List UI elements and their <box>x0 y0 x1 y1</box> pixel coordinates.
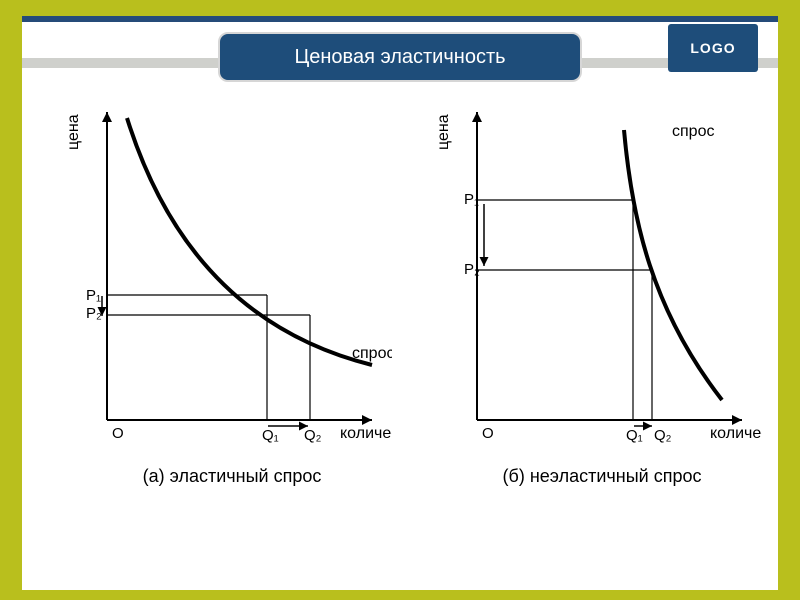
content-area: цена количество спрос O P₁ P₂ Q₁ Q₂ (а) … <box>22 100 778 590</box>
demand-curve <box>624 130 722 400</box>
p1-label: P₁ <box>464 191 479 208</box>
x-axis-label: количество <box>710 425 762 442</box>
q1-label: Q₁ <box>262 427 279 444</box>
panel-b-inelastic-demand: цена количество спрос O P₁ P₂ Q₁ Q₂ (б) … <box>422 100 762 500</box>
panel-b-caption: (б) неэластичный спрос <box>503 466 702 486</box>
p2-label: P₂ <box>86 305 102 322</box>
slide-stage: LOGO Ценовая эластичность <box>0 0 800 600</box>
p2-label: P₂ <box>464 261 480 278</box>
q1-label: Q₁ <box>626 427 643 444</box>
logo-badge: LOGO <box>668 24 758 72</box>
panel-b-svg: цена количество спрос O P₁ P₂ Q₁ Q₂ (б) … <box>422 100 762 500</box>
demand-curve <box>127 118 372 365</box>
panel-a-svg: цена количество спрос O P₁ P₂ Q₁ Q₂ (а) … <box>52 100 392 500</box>
title-text: Ценовая эластичность <box>294 46 505 69</box>
q2-label: Q₂ <box>304 427 322 444</box>
y-axis-label: цена <box>65 114 82 150</box>
origin-label: O <box>112 425 124 442</box>
slide-inner: LOGO Ценовая эластичность <box>22 16 778 590</box>
q2-label: Q₂ <box>654 427 672 444</box>
y-axis-label: цена <box>435 114 452 150</box>
axes <box>472 112 742 425</box>
panel-a-elastic-demand: цена количество спрос O P₁ P₂ Q₁ Q₂ (а) … <box>52 100 392 500</box>
origin-label: O <box>482 425 494 442</box>
panel-a-caption: (а) эластичный спрос <box>143 466 322 486</box>
demand-label: спрос <box>352 345 392 362</box>
demand-label: спрос <box>672 123 714 140</box>
p1-label: P₁ <box>86 287 101 304</box>
title-box: Ценовая эластичность <box>218 32 582 82</box>
x-axis-label: количество <box>340 425 392 442</box>
logo-text: LOGO <box>690 40 735 56</box>
